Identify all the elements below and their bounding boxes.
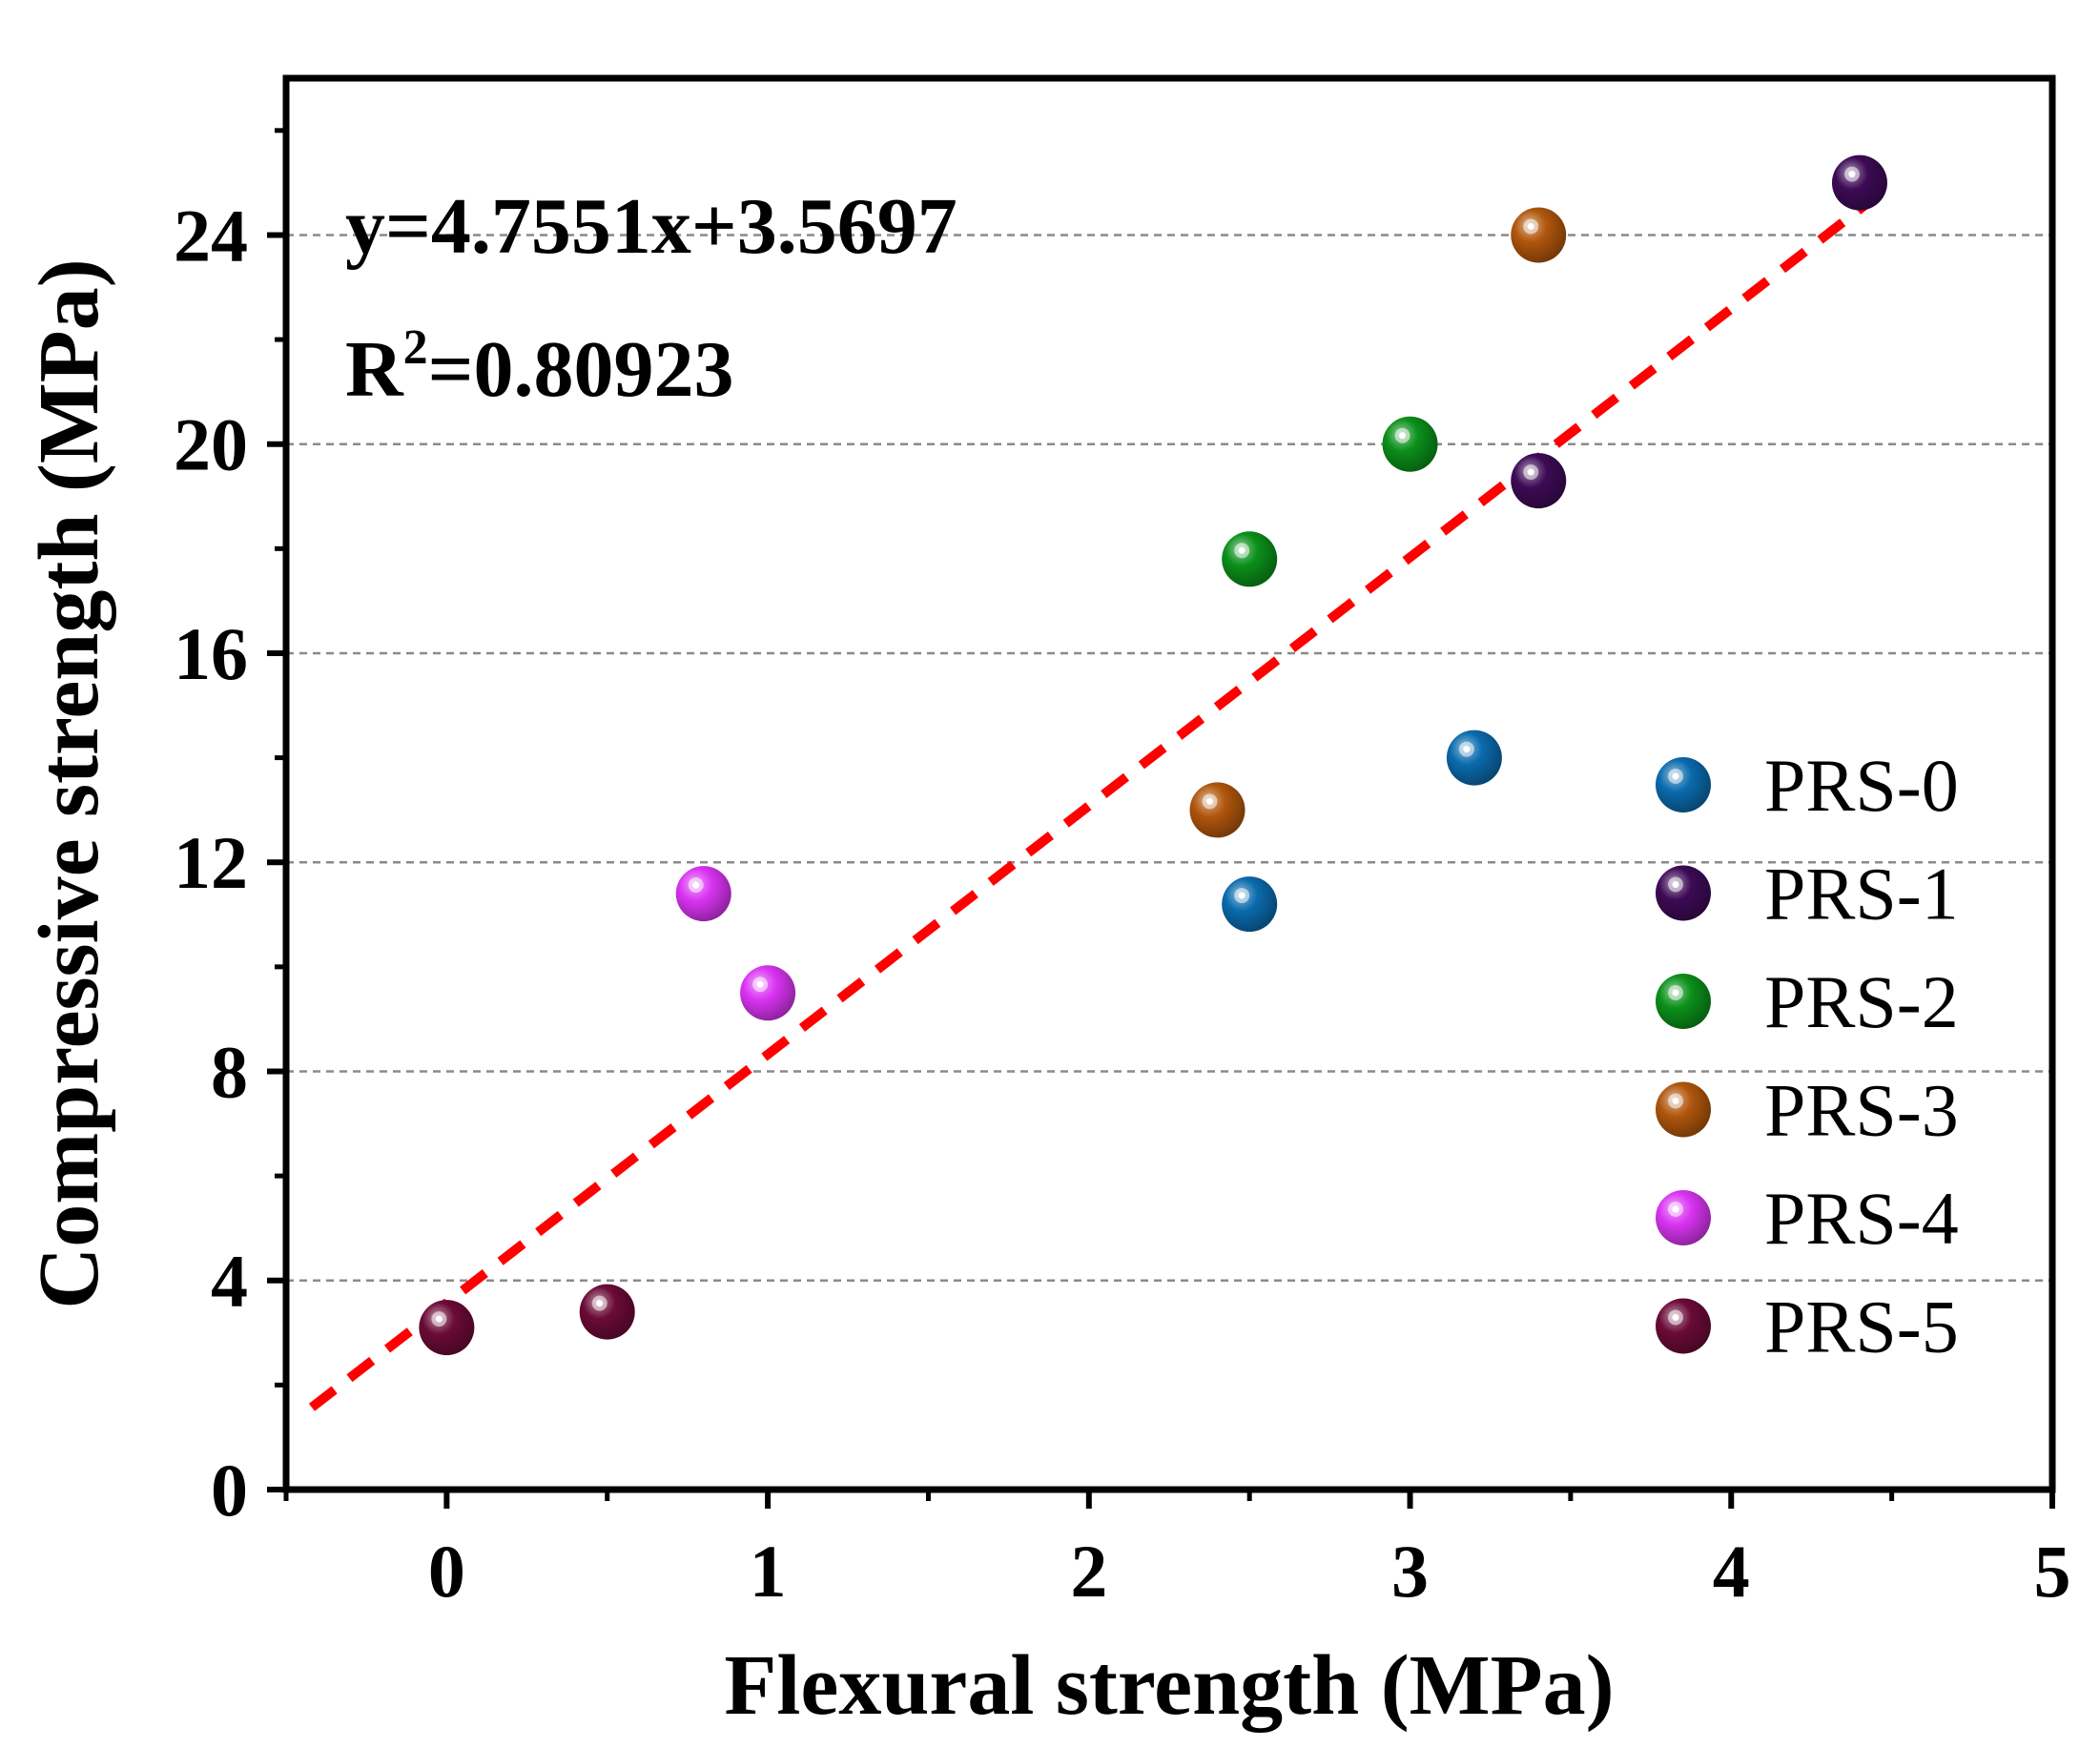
data-points bbox=[419, 154, 1887, 1356]
data-point-prs-3 bbox=[1189, 782, 1246, 838]
y-axis-title: Compressive strength (MPa) bbox=[22, 258, 116, 1309]
legend-marker-prs-4 bbox=[1656, 1190, 1711, 1245]
legend-marker-prs-2-highlight-core bbox=[1672, 989, 1679, 997]
legend-marker-prs-5-highlight-core bbox=[1672, 1314, 1679, 1321]
r-squared: R2=0.80923 bbox=[345, 320, 734, 414]
legend-marker-prs-2 bbox=[1656, 974, 1711, 1029]
data-point-prs-2 bbox=[1222, 531, 1278, 587]
y-axis-ticks: 0 4 8 12 16 20 24 bbox=[174, 128, 286, 1532]
data-point-prs-2 bbox=[1382, 416, 1438, 472]
legend: PRS-0 PRS-1 PRS-2 PRS-3 PRS-4 PRS-5 bbox=[1656, 744, 1959, 1368]
data-point-prs-3-sphere bbox=[1189, 782, 1246, 838]
r-squared-prefix: R bbox=[345, 325, 404, 414]
legend-marker-prs-0-highlight-core bbox=[1672, 772, 1679, 780]
data-point-prs-1-highlight-core bbox=[1848, 171, 1856, 178]
data-point-prs-1 bbox=[1831, 154, 1887, 211]
y-tick-label: 0 bbox=[211, 1449, 248, 1532]
data-point-prs-5-sphere bbox=[419, 1300, 475, 1356]
y-tick-label: 20 bbox=[174, 403, 248, 486]
data-point-prs-1-sphere bbox=[1831, 154, 1887, 211]
data-point-prs-5-highlight-core bbox=[596, 1300, 604, 1307]
data-point-prs-4-highlight-core bbox=[692, 881, 700, 889]
x-axis-title: Flexural strength (MPa) bbox=[724, 1638, 1614, 1733]
data-point-prs-3-highlight-core bbox=[1527, 222, 1534, 230]
plot-background bbox=[286, 78, 2052, 1490]
r-squared-value: =0.80923 bbox=[428, 325, 734, 414]
x-tick-label: 1 bbox=[750, 1530, 787, 1613]
data-point-prs-2-highlight-core bbox=[1238, 546, 1246, 554]
data-point-prs-2-sphere bbox=[1222, 531, 1278, 587]
legend-label: PRS-1 bbox=[1764, 853, 1959, 936]
x-axis-ticks: 0 1 2 3 4 5 bbox=[283, 1490, 2071, 1613]
legend-marker-prs-1 bbox=[1656, 865, 1711, 921]
data-point-prs-0 bbox=[1222, 876, 1278, 933]
x-tick-label: 4 bbox=[1713, 1530, 1750, 1613]
data-point-prs-4 bbox=[675, 866, 731, 922]
x-tick-label: 0 bbox=[428, 1530, 465, 1613]
y-tick-label: 4 bbox=[211, 1240, 248, 1323]
data-point-prs-2-highlight-core bbox=[1399, 432, 1407, 440]
legend-marker-prs-0-sphere bbox=[1656, 757, 1711, 812]
data-point-prs-0-sphere bbox=[1446, 730, 1502, 786]
legend-marker-prs-1-sphere bbox=[1656, 865, 1711, 921]
legend-marker-prs-2-sphere bbox=[1656, 974, 1711, 1029]
data-point-prs-0-highlight-core bbox=[1238, 892, 1246, 899]
data-point-prs-3 bbox=[1511, 207, 1567, 263]
data-point-prs-1-highlight-core bbox=[1527, 468, 1534, 476]
legend-marker-prs-3-highlight-core bbox=[1672, 1098, 1679, 1104]
legend-label: PRS-4 bbox=[1764, 1177, 1959, 1260]
data-point-prs-2-sphere bbox=[1382, 416, 1438, 472]
x-tick-label: 5 bbox=[2034, 1530, 2071, 1613]
data-point-prs-5-sphere bbox=[579, 1284, 635, 1340]
y-tick-label: 8 bbox=[211, 1030, 248, 1113]
data-point-prs-3-sphere bbox=[1511, 207, 1567, 263]
legend-label: PRS-2 bbox=[1764, 960, 1959, 1043]
legend-label: PRS-5 bbox=[1764, 1285, 1959, 1368]
data-point-prs-1-sphere bbox=[1511, 453, 1567, 509]
legend-marker-prs-4-sphere bbox=[1656, 1190, 1711, 1245]
data-point-prs-4-sphere bbox=[675, 866, 731, 922]
data-point-prs-3-highlight-core bbox=[1206, 797, 1214, 805]
x-tick-label: 2 bbox=[1070, 1530, 1107, 1613]
data-point-prs-4-highlight-core bbox=[756, 980, 764, 988]
data-point-prs-0-highlight-core bbox=[1463, 746, 1471, 753]
data-point-prs-5 bbox=[419, 1300, 475, 1356]
legend-marker-prs-4-highlight-core bbox=[1672, 1205, 1679, 1213]
legend-marker-prs-3-sphere bbox=[1656, 1081, 1711, 1138]
legend-marker-prs-1-highlight-core bbox=[1672, 881, 1679, 888]
plot-frame bbox=[282, 74, 2056, 1493]
y-tick-label: 12 bbox=[174, 821, 248, 904]
r-squared-sup: 2 bbox=[403, 320, 428, 375]
legend-marker-prs-5-sphere bbox=[1656, 1298, 1711, 1354]
fit-equation: y=4.7551x+3.5697 bbox=[345, 182, 957, 271]
data-point-prs-5 bbox=[579, 1284, 635, 1340]
data-point-prs-0 bbox=[1446, 730, 1502, 786]
data-point-prs-4-sphere bbox=[740, 965, 796, 1021]
y-tick-label: 24 bbox=[174, 194, 248, 277]
data-point-prs-1 bbox=[1511, 453, 1567, 509]
gridlines bbox=[286, 234, 2052, 1282]
legend-marker-prs-3 bbox=[1656, 1081, 1711, 1138]
legend-marker-prs-5 bbox=[1656, 1298, 1711, 1354]
data-point-prs-4 bbox=[740, 965, 796, 1021]
legend-label: PRS-0 bbox=[1764, 744, 1959, 827]
y-tick-label: 16 bbox=[174, 612, 248, 695]
data-point-prs-0-sphere bbox=[1222, 876, 1278, 933]
legend-label: PRS-3 bbox=[1764, 1069, 1959, 1152]
x-tick-label: 3 bbox=[1391, 1530, 1429, 1613]
data-point-prs-5-highlight-core bbox=[435, 1315, 443, 1323]
legend-marker-prs-0 bbox=[1656, 757, 1711, 812]
